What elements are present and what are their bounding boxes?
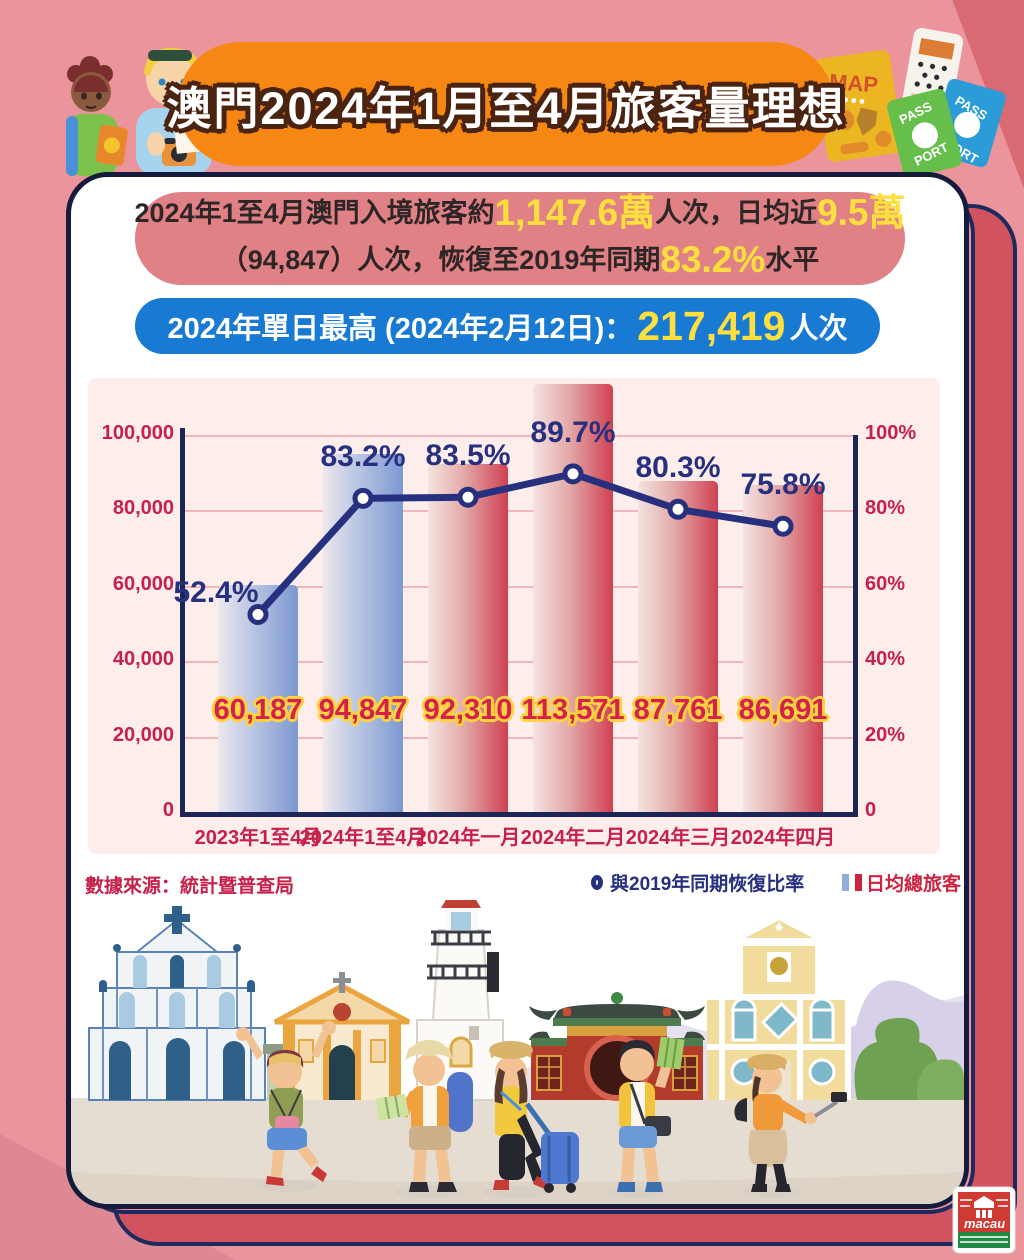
bar-value-label: 92,310 — [423, 694, 513, 726]
y-tick-label: 80,000 — [112, 497, 174, 520]
colonial-building — [707, 915, 851, 1100]
logo-text: macau — [964, 1216, 1005, 1231]
y-axis-left — [180, 428, 185, 817]
line-value-label: 83.5% — [425, 439, 511, 473]
chart-panel: 60,187 94,847 92,310 113,571 87,761 86,691 0 20… — [88, 378, 940, 854]
bar-2024年四月 — [743, 485, 823, 812]
y-tick-label: 20,000 — [112, 723, 174, 746]
legend-bar-label: 日均總旅客 — [865, 873, 961, 895]
x-tick-label: 2024年1至4月 — [299, 827, 427, 849]
st-pauls-ruins — [88, 906, 266, 1101]
y-axis-right — [853, 435, 858, 817]
macau-tourism-logo: macau — [952, 1186, 1016, 1254]
bar-2024年一月 — [428, 463, 508, 812]
data-source-label: 數據來源：統計暨普查局 — [85, 876, 295, 897]
right-tick-label: 80% — [865, 497, 906, 520]
tourist-suitcase-woman — [483, 1041, 579, 1198]
tourists-illustration-top-left — [66, 47, 231, 176]
tourist-backpacker-man — [375, 1040, 473, 1198]
line-value-label: 52.4% — [173, 576, 259, 610]
summary-line-1: 2024年1至4月澳門入境旅客約1,147.6萬人次，日均近9.5萬 — [134, 191, 906, 233]
grid-line — [180, 661, 858, 664]
y-tick-label: 100,000 — [101, 422, 174, 444]
bar-value-label: 60,187 — [213, 694, 303, 726]
x-tick-label: 2023年1至4月 — [194, 827, 322, 849]
legend-bar-red-icon — [855, 873, 862, 891]
line-value-label: 83.2% — [320, 440, 406, 474]
bushes — [854, 1017, 964, 1100]
bar-2024年1至4月 — [323, 454, 403, 812]
x-axis — [180, 812, 858, 817]
tourist-jumping-woman — [236, 1021, 336, 1192]
passport-green: PASS PORT — [887, 88, 962, 172]
map-booklet: MAP — [814, 50, 903, 162]
macau-cityscape-illustration — [71, 900, 964, 1204]
bar-value-label: 87,761 — [633, 694, 723, 726]
right-tick-label: 0 — [865, 799, 877, 821]
line-value-label: 89.7% — [530, 415, 616, 449]
legend-line-marker-icon — [591, 874, 604, 890]
summary-line-2: （94,847）人次，恢復至2019年同期83.2%水平 — [220, 238, 820, 280]
y-tick-label: 0 — [162, 799, 174, 821]
x-tick-label: 2024年四月 — [730, 827, 836, 849]
chart-legend: 與2019年同期恢復比率 日均總旅客 — [591, 869, 961, 895]
bar-2024年三月 — [638, 481, 718, 812]
grid-line — [180, 435, 858, 437]
tourist-map-man — [607, 1036, 685, 1198]
y-tick-label: 40,000 — [112, 648, 174, 671]
x-tick-label: 2024年三月 — [625, 827, 731, 849]
right-tick-label: 40% — [865, 648, 906, 671]
y-tick-label: 60,000 — [112, 572, 174, 595]
tourist-selfie-woman — [734, 1054, 847, 1198]
chart-plot: 60,187 94,847 92,310 113,571 87,761 86,691 0 20… — [88, 378, 940, 854]
map-label: MAP — [828, 69, 879, 97]
right-tick-label: 20% — [865, 723, 906, 746]
right-tick-label: 60% — [865, 572, 906, 595]
legend-bar-blue-icon — [842, 873, 850, 891]
summary-banner: 2024年1至4月澳門入境旅客約1,147.6萬人次，日均近9.5萬 （94,8… — [134, 191, 906, 285]
peak-day-banner: 2024年單日最高 (2024年2月12日)： 217,419 人次 — [135, 298, 880, 354]
x-tick-label: 2024年一月 — [415, 827, 521, 849]
legend-line-label: 與2019年同期恢復比率 — [610, 873, 805, 895]
title-banner: 澳門2024年1月至4月旅客量理想 — [166, 42, 844, 166]
line-value-label: 75.8% — [740, 468, 826, 502]
grid-line — [180, 736, 858, 739]
x-tick-label: 2024年二月 — [520, 827, 626, 849]
line-value-label: 80.3% — [635, 451, 721, 485]
bar-value-label: 94,847 — [318, 694, 408, 726]
page-title: 澳門2024年1月至4月旅客量理想 — [166, 82, 846, 134]
bar-value-label: 113,571 — [521, 694, 625, 726]
right-tick-label: 100% — [865, 422, 917, 444]
bar-value-label: 86,691 — [738, 694, 828, 726]
travel-items-illustration-top-right: MAP PASS PORT PASS PORT — [814, 28, 1006, 172]
tourist-woman-figure — [66, 56, 128, 176]
main-card: 2024年1至4月澳門入境旅客約1,147.6萬人次，日均近9.5萬 （94,8… — [66, 172, 969, 1209]
